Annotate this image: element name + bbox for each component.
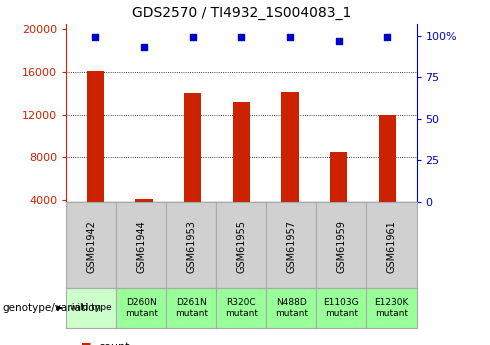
Text: GSM61957: GSM61957 [286,220,296,273]
Bar [379,115,396,242]
Bar [87,71,104,242]
Point [383,35,391,40]
Point [189,35,196,40]
Point [286,35,294,40]
Point [140,45,148,50]
Text: N488D
mutant: N488D mutant [275,298,308,318]
Text: E1230K
mutant: E1230K mutant [374,298,409,318]
Point [237,35,245,40]
Text: D261N
mutant: D261N mutant [175,298,208,318]
Bar [184,93,201,242]
Text: count: count [98,342,129,345]
Text: ■: ■ [80,342,91,345]
Point [92,35,99,40]
Bar [330,152,347,242]
Text: GSM61959: GSM61959 [337,220,346,273]
Text: GSM61942: GSM61942 [86,220,96,273]
Text: R320C
mutant: R320C mutant [225,298,258,318]
Point [335,38,343,43]
Title: GDS2570 / TI4932_1S004083_1: GDS2570 / TI4932_1S004083_1 [132,6,351,20]
Text: GSM61955: GSM61955 [236,220,246,273]
Bar [281,92,298,242]
Text: GSM61961: GSM61961 [387,220,396,273]
Bar [233,102,250,242]
Text: GSM61953: GSM61953 [186,220,196,273]
Text: GSM61944: GSM61944 [136,220,146,273]
Text: D260N
mutant: D260N mutant [125,298,158,318]
Text: genotype/variation: genotype/variation [2,303,101,313]
Text: wild type: wild type [71,303,112,313]
Bar [136,199,152,242]
Text: E1103G
mutant: E1103G mutant [323,298,359,318]
